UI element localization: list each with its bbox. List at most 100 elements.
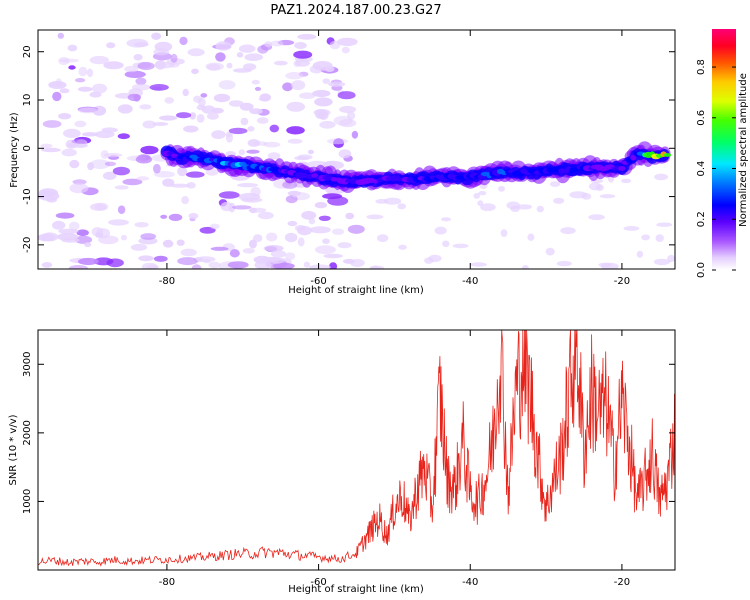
x-tick-label: -40 — [462, 577, 478, 588]
heatmap-noise-blob — [95, 232, 104, 238]
heatmap-noise-blob — [338, 119, 357, 128]
heatmap-noise-blob — [308, 217, 316, 225]
heatmap-noise-blob — [189, 112, 197, 120]
colorbar-label: Normalized spectral amplitude — [738, 73, 749, 227]
heatmap-noise-blob — [120, 234, 127, 241]
heatmap-noise-blob — [285, 72, 304, 80]
heatmap-noise-blob — [58, 113, 72, 120]
heatmap-noise-blob — [242, 63, 257, 71]
y-tick-label: -20 — [22, 237, 33, 253]
heatmap-noise-blob — [69, 159, 80, 169]
spectrogram-ticks: -80 -60 -40 -20 20 10 0 -10 -20 — [22, 30, 675, 287]
heatmap-noise-blob — [179, 36, 188, 46]
heatmap-noise-blob — [76, 229, 89, 236]
heatmap-noise-blob — [181, 196, 190, 205]
heatmap-noise-blob — [297, 237, 305, 247]
heatmap-noise-blob — [231, 205, 252, 210]
heatmap-noise-blob — [291, 190, 298, 198]
heatmap-noise-blob — [228, 127, 248, 135]
heatmap-noise-blob — [226, 62, 233, 69]
heatmap-noise-blob — [516, 204, 532, 210]
y-tick-label: 1000 — [22, 489, 33, 514]
heatmap-noise-blob — [553, 197, 565, 204]
heatmap-noise-blob — [434, 226, 447, 235]
heatmap-noise-blob — [183, 125, 199, 133]
heatmap-noise-blob — [238, 44, 256, 53]
heatmap-noise-blob — [78, 107, 99, 114]
heatmap-noise-blob — [653, 258, 671, 266]
heatmap-noise-blob — [84, 242, 92, 248]
heatmap-noise-blob — [40, 143, 53, 148]
heatmap-noise-blob — [253, 141, 268, 146]
heatmap-noise-blob — [398, 244, 407, 250]
snr-background — [38, 330, 675, 570]
heatmap-noise-blob — [220, 201, 233, 212]
heatmap-noise-blob — [299, 92, 316, 99]
heatmap-noise-blob — [656, 222, 673, 227]
heatmap-noise-blob — [152, 122, 169, 126]
heatmap-noise-blob — [141, 262, 158, 269]
y-tick-label: 20 — [22, 45, 33, 58]
heatmap-noise-blob — [273, 262, 295, 269]
heatmap-noise-blob — [307, 149, 314, 155]
heatmap-noise-blob — [383, 197, 402, 205]
heatmap-noise-blob — [71, 139, 86, 144]
heatmap-noise-blob — [199, 226, 216, 234]
heatmap-noise-blob — [287, 220, 298, 227]
snr-ticks: -80 -60 -40 -20 1000 2000 3000 — [22, 330, 675, 588]
heatmap-noise-blob — [74, 120, 87, 128]
heatmap-noise-blob — [135, 77, 147, 86]
heatmap-noise-blob — [345, 212, 355, 220]
heatmap-noise-blob — [397, 203, 407, 210]
heatmap-noise-blob — [207, 63, 221, 71]
heatmap-noise-blob — [86, 68, 94, 78]
heatmap-noise-blob — [159, 115, 178, 121]
heatmap-noise-blob — [135, 155, 153, 164]
heatmap-noise-blob — [132, 83, 150, 91]
heatmap-noise-blob — [242, 248, 255, 254]
heatmap-noise-blob — [177, 257, 199, 266]
heatmap-noise-blob — [239, 102, 254, 111]
heatmap-noise-blob — [244, 53, 263, 61]
heatmap-noise-blob — [470, 262, 487, 267]
heatmap-noise-blob — [162, 239, 174, 248]
heatmap-noise-blob — [133, 54, 143, 61]
heatmap-noise-blob — [270, 40, 284, 47]
heatmap-noise-blob — [249, 239, 257, 249]
heatmap-ridge-peak — [630, 154, 637, 161]
heatmap-noise-blob — [191, 68, 199, 75]
heatmap-noise-blob — [588, 214, 605, 221]
heatmap-noise-blob — [274, 60, 288, 66]
colorbar-tick-label: 0.4 — [696, 161, 707, 177]
heatmap-noise-blob — [102, 171, 117, 180]
heatmap-noise-blob — [122, 178, 143, 186]
heatmap-noise-blob — [598, 262, 612, 268]
heatmap-ridge-peak — [618, 166, 626, 171]
heatmap-noise-blob — [366, 214, 384, 220]
heatmap-noise-blob — [186, 182, 196, 189]
heatmap-noise-blob — [369, 265, 384, 269]
heatmap-noise-blob — [164, 97, 174, 104]
heatmap-noise-blob — [287, 138, 303, 144]
figure-title: PAZ1.2024.187.00.23.G27 — [270, 3, 441, 18]
heatmap-noise-blob — [101, 127, 118, 133]
heatmap-noise-blob — [314, 201, 328, 209]
heatmap-noise-blob — [339, 105, 357, 114]
heatmap-noise-blob — [247, 126, 255, 132]
heatmap-noise-blob — [636, 250, 644, 258]
heatmap-noise-blob — [52, 91, 62, 102]
heatmap-noise-blob — [270, 250, 287, 258]
heatmap-noise-blob — [195, 256, 216, 263]
heatmap-noise-blob — [196, 114, 205, 123]
y-tick-label: -10 — [22, 188, 33, 204]
heatmap-noise-blob — [313, 108, 331, 117]
heatmap-noise-blob — [140, 233, 157, 240]
spectrogram-x-label: Height of straight line (km) — [288, 285, 424, 296]
heatmap-noise-blob — [89, 55, 109, 65]
heatmap-noise-blob — [218, 80, 236, 90]
heatmap-noise-blob — [138, 255, 154, 262]
heatmap-noise-blob — [314, 97, 333, 107]
heatmap-noise-blob — [267, 152, 281, 160]
heatmap-noise-blob — [350, 259, 365, 267]
heatmap-noise-blob — [57, 32, 64, 39]
